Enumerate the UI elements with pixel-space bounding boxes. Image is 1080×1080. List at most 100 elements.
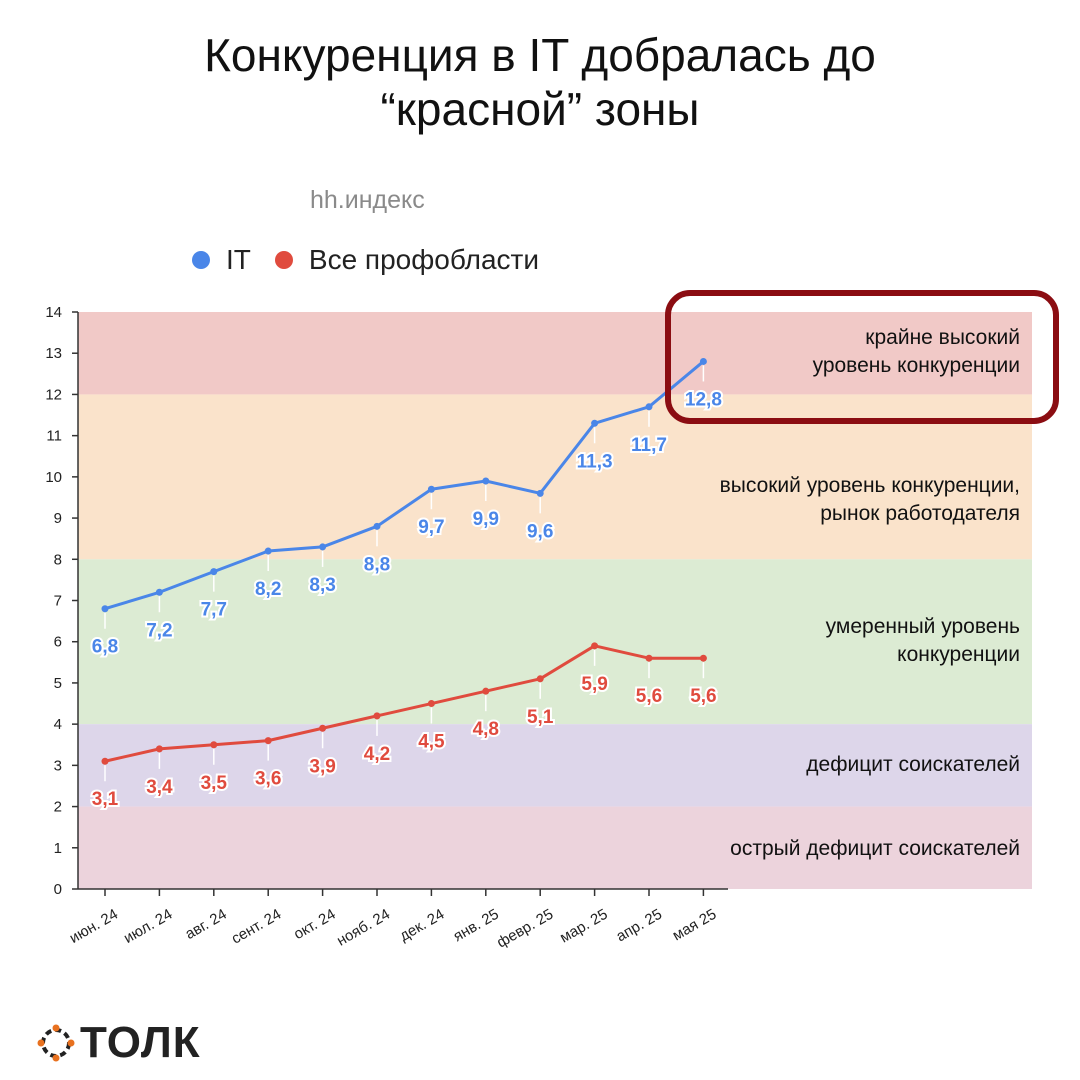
data-label: 4,2 <box>364 744 390 765</box>
x-tick-label: мая 25 <box>670 906 720 945</box>
legend-item-it: IT <box>192 244 251 276</box>
y-tick-label: 13 <box>45 345 62 362</box>
data-point <box>591 419 599 427</box>
x-tick-label: дек. 24 <box>397 906 448 945</box>
zone-band <box>78 806 1032 889</box>
highlight-box <box>665 290 1059 424</box>
data-point <box>319 543 327 551</box>
data-label: 5,9 <box>581 674 607 695</box>
zone-label: крайне высокий уровень конкуренции <box>813 324 1020 380</box>
x-tick-label: февр. 25 <box>494 906 556 952</box>
x-tick-label: сент. 24 <box>229 906 285 948</box>
data-point <box>482 477 490 485</box>
data-label: 11,3 <box>577 451 613 472</box>
data-label: 7,2 <box>146 620 172 641</box>
data-label: 7,7 <box>201 600 227 621</box>
legend-item-all: Все профобласти <box>274 244 539 276</box>
data-point <box>319 724 327 732</box>
zone-label-line: рынок работодателя <box>820 502 1020 525</box>
logo: ТОЛК <box>36 1018 201 1068</box>
y-tick-label: 7 <box>54 593 62 610</box>
x-tick-label: янв. 25 <box>451 906 502 945</box>
data-point <box>591 642 599 650</box>
data-label: 3,6 <box>255 769 281 790</box>
zone-label: острый дефицит соискателей <box>730 835 1020 863</box>
data-label: 4,8 <box>473 719 499 740</box>
x-tick-label: окт. 24 <box>291 906 339 943</box>
logo-text: ТОЛК <box>80 1018 201 1067</box>
zone-label-line: острый дефицит соискателей <box>730 837 1020 860</box>
y-tick-label: 4 <box>54 716 62 733</box>
title-line-1: Конкуренция в IT добралась до <box>204 29 876 81</box>
page-title: Конкуренция в IT добралась до “красной” … <box>0 28 1080 136</box>
data-label: 3,1 <box>92 789 119 810</box>
y-tick-label: 3 <box>54 757 62 774</box>
zone-band <box>78 559 1032 725</box>
data-point <box>699 357 707 365</box>
legend-dot-icon <box>274 251 293 269</box>
y-tick-label: 9 <box>54 510 62 527</box>
data-label: 4,5 <box>418 732 445 753</box>
data-label: 3,9 <box>309 756 335 777</box>
data-point <box>536 489 544 497</box>
x-tick-label: авг. 24 <box>182 906 229 943</box>
y-tick-label: 5 <box>54 675 62 692</box>
legend-label-it: IT <box>226 244 251 275</box>
y-tick-label: 12 <box>45 386 62 403</box>
data-point <box>427 485 435 493</box>
y-tick-label: 0 <box>54 881 62 898</box>
data-point <box>155 588 163 596</box>
data-label: 11,7 <box>631 435 667 456</box>
data-label: 9,6 <box>527 521 553 542</box>
title-line-2: “красной” зоны <box>380 83 700 135</box>
data-point <box>101 605 109 613</box>
data-point <box>264 547 272 555</box>
x-tick-label: июн. 24 <box>67 906 121 947</box>
data-point <box>536 675 544 683</box>
data-label: 8,8 <box>364 554 390 575</box>
x-tick-label: нояб. 24 <box>334 906 393 950</box>
data-point <box>210 741 218 749</box>
data-point <box>645 403 653 411</box>
y-tick-label: 6 <box>54 634 62 651</box>
y-tick-label: 10 <box>45 469 62 486</box>
zone-band <box>78 312 1032 395</box>
y-tick-label: 1 <box>54 840 62 857</box>
series-line-it <box>104 360 705 611</box>
data-label: 5,6 <box>690 686 716 707</box>
data-label: 12,8 <box>685 389 722 410</box>
data-label: 3,4 <box>146 777 173 798</box>
y-tick-label: 11 <box>46 428 62 445</box>
data-label: 3,5 <box>201 773 228 794</box>
zone-band <box>78 724 1032 807</box>
zone-label: умеренный уровень конкуренции <box>826 613 1020 669</box>
data-point <box>264 737 272 745</box>
chart-legend: IT Все профобласти <box>192 244 563 276</box>
zone-label: высокий уровень конкуренции, рынок работо… <box>720 472 1020 528</box>
data-point <box>155 745 163 753</box>
zone-label-line: уровень конкуренции <box>812 354 1020 377</box>
zone-label-line: дефицит соискателей <box>806 753 1020 776</box>
data-point <box>427 700 435 708</box>
data-label: 9,7 <box>418 517 444 538</box>
data-point <box>373 712 381 720</box>
zone-label-line: высокий уровень конкуренции, <box>719 474 1020 497</box>
series-line-all <box>104 644 704 763</box>
y-tick-label: 14 <box>45 304 62 321</box>
y-tick-label: 8 <box>54 551 62 568</box>
data-point <box>645 654 653 662</box>
zone-label-line: конкуренции <box>897 643 1020 666</box>
zone-label-line: умеренный уровень <box>825 615 1020 638</box>
data-label: 6,8 <box>92 637 118 658</box>
data-point <box>699 654 707 662</box>
x-tick-label: апр. 25 <box>613 906 665 946</box>
zone-label-line: крайне высокий <box>865 326 1020 349</box>
zone-label: дефицит соискателей <box>806 751 1020 779</box>
legend-dot-icon <box>192 251 210 269</box>
data-point <box>101 757 109 765</box>
data-point <box>482 687 490 695</box>
x-tick-label: мар. 25 <box>557 906 611 947</box>
data-label: 8,3 <box>309 575 335 596</box>
legend-label-all: Все профобласти <box>308 244 539 275</box>
x-tick-label: июл. 24 <box>121 906 175 947</box>
